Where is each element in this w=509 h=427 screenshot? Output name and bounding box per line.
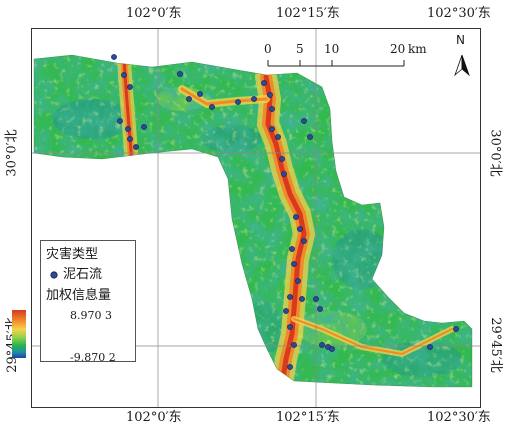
debris-flow-point bbox=[111, 54, 117, 60]
bottom-lon-label-1: 102°0′东 bbox=[126, 410, 182, 425]
scale-tick-0: 0 bbox=[264, 42, 272, 56]
debris-flow-point bbox=[197, 91, 203, 97]
left-lat-label-1: 30°0′北 bbox=[4, 129, 20, 177]
debris-flow-point bbox=[307, 134, 313, 140]
debris-flow-point bbox=[427, 344, 433, 350]
top-lon-label-1: 102°0′东 bbox=[126, 6, 182, 21]
debris-flow-point bbox=[291, 261, 297, 267]
legend: 灾害类型 泥石流 加权信息量 8.970 3 -9.870 2 bbox=[40, 240, 136, 364]
debris-flow-point bbox=[209, 104, 215, 110]
debris-flow-point bbox=[283, 308, 289, 314]
debris-flow-point bbox=[267, 92, 273, 98]
legend-point-label: 泥石流 bbox=[63, 267, 103, 282]
north-arrow-icon bbox=[454, 54, 470, 77]
legend-title: 灾害类型 bbox=[46, 247, 99, 262]
bottom-lon-label-3: 102°30′东 bbox=[427, 410, 491, 425]
debris-flow-point bbox=[117, 118, 123, 124]
debris-flow-point bbox=[289, 246, 295, 252]
debris-flow-point bbox=[293, 214, 299, 220]
debris-flow-point bbox=[121, 72, 127, 78]
scale-tick-5: 5 bbox=[296, 42, 304, 56]
scale-bar bbox=[267, 60, 405, 67]
debris-flow-point bbox=[141, 124, 147, 130]
debris-flow-point bbox=[301, 238, 307, 244]
legend-min-value: -9.870 2 bbox=[70, 351, 116, 364]
scale-tick-20: 20 bbox=[390, 42, 406, 56]
debris-flow-marker-icon bbox=[50, 271, 58, 279]
debris-flow-point bbox=[287, 364, 293, 370]
debris-flow-point bbox=[251, 96, 257, 102]
debris-flow-point bbox=[275, 134, 281, 140]
top-lon-label-2: 102°15′东 bbox=[276, 6, 340, 21]
scale-tick-10: 10 bbox=[324, 42, 340, 56]
debris-flow-point bbox=[453, 326, 459, 332]
right-lat-label-2: 29°45′北 bbox=[487, 317, 503, 373]
legend-color-ramp bbox=[12, 310, 26, 358]
right-lat-label-1: 30°0′北 bbox=[487, 129, 503, 177]
legend-max-value: 8.970 3 bbox=[70, 309, 112, 322]
debris-flow-point bbox=[269, 106, 275, 112]
debris-flow-point bbox=[133, 144, 139, 150]
legend-ramp-title: 加权信息量 bbox=[46, 288, 112, 303]
bottom-lon-label-2: 102°15′东 bbox=[276, 410, 340, 425]
debris-flow-point bbox=[287, 324, 293, 330]
top-lon-label-3: 102°30′东 bbox=[427, 6, 491, 21]
debris-flow-point bbox=[319, 342, 325, 348]
debris-flow-point bbox=[125, 126, 131, 132]
debris-flow-point bbox=[287, 294, 293, 300]
debris-flow-point bbox=[281, 171, 287, 177]
debris-flow-point bbox=[127, 84, 133, 90]
debris-flow-point bbox=[291, 342, 297, 348]
debris-flow-point bbox=[329, 346, 335, 352]
debris-flow-point bbox=[301, 118, 307, 124]
north-label: N bbox=[456, 33, 465, 47]
debris-flow-point bbox=[235, 99, 241, 105]
debris-flow-point bbox=[261, 80, 267, 86]
debris-flow-point bbox=[299, 296, 305, 302]
debris-flow-point bbox=[177, 71, 183, 77]
debris-flow-point bbox=[317, 306, 323, 312]
debris-flow-point bbox=[295, 278, 301, 284]
debris-flow-point bbox=[186, 96, 192, 102]
debris-flow-points bbox=[111, 54, 459, 370]
debris-flow-point bbox=[313, 296, 319, 302]
debris-flow-point bbox=[269, 126, 275, 132]
debris-flow-point bbox=[297, 226, 303, 232]
debris-flow-point bbox=[127, 136, 133, 142]
scale-unit: km bbox=[408, 42, 427, 56]
debris-flow-point bbox=[279, 156, 285, 162]
